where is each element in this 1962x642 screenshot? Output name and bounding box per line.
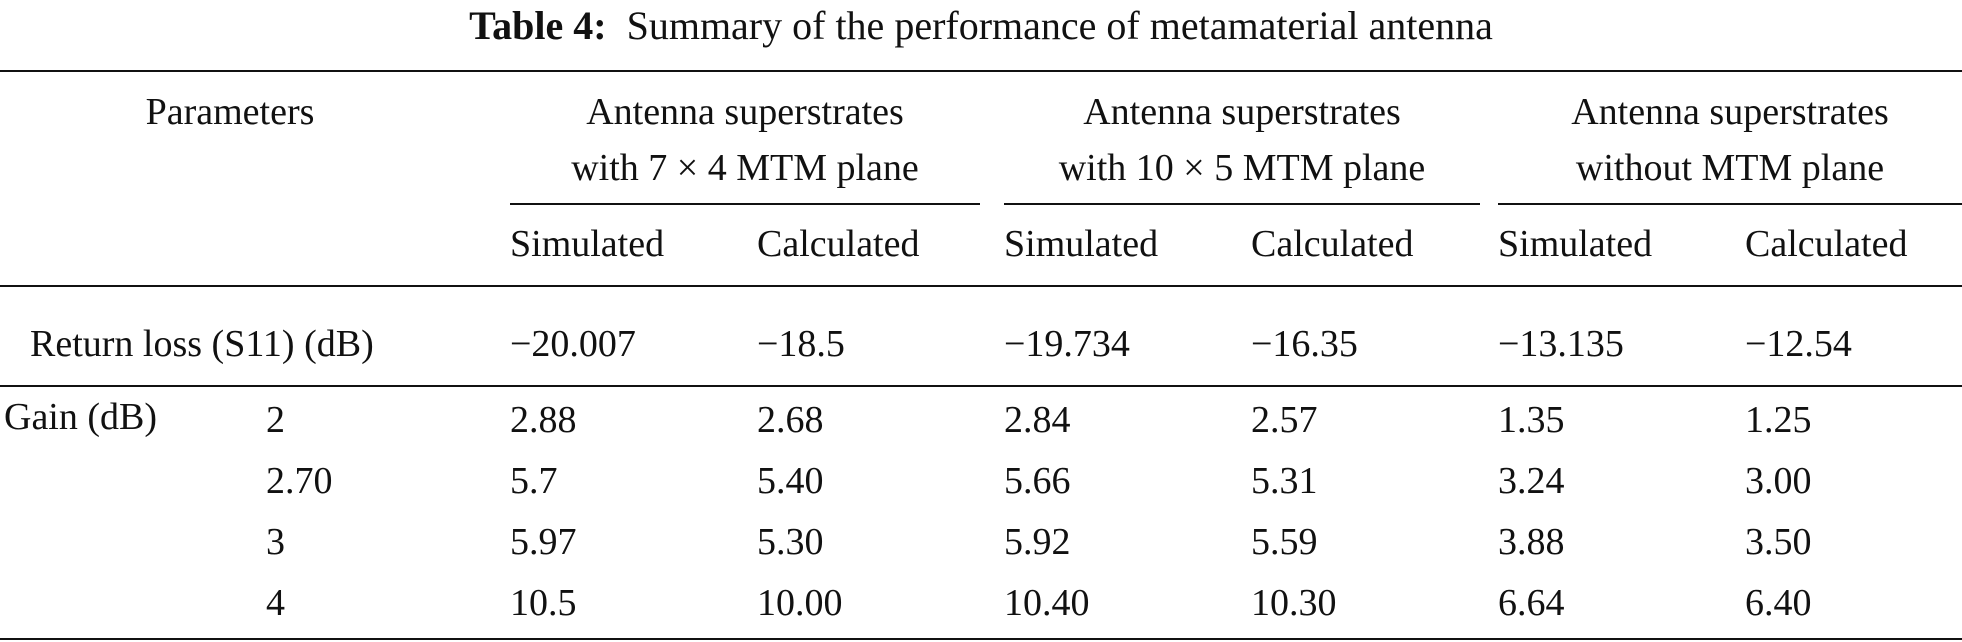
gain-value: 2.57 [1251,399,1318,441]
table-caption: Table 4: Summary of the performance of m… [0,2,1962,50]
gain-value: 5.40 [757,460,824,502]
group-rule-3 [1498,203,1962,205]
top-rule [0,70,1962,72]
group-header-line1: Antenna superstrates [586,91,904,133]
gain-frequency: 2.70 [266,460,333,502]
return-loss-value: −19.734 [1004,323,1130,365]
gain-frequency: 4 [266,582,285,624]
gain-value: 3.88 [1498,521,1565,563]
gain-value: 5.30 [757,521,824,563]
gain-value: 3.50 [1745,521,1812,563]
gain-frequency: 2 [266,399,285,441]
sub-header: Simulated [1498,223,1653,265]
gain-value: 2.84 [1004,399,1071,441]
group-header-line2: with 7 × 4 MTM plane [571,147,919,189]
gain-value: 6.64 [1498,582,1565,624]
gain-label: Gain (dB) [4,396,158,438]
group-header-line1: Antenna superstrates [1083,91,1401,133]
sub-header: Simulated [510,223,665,265]
bottom-rule [0,638,1962,640]
gain-value: 6.40 [1745,582,1812,624]
return-loss-value: −13.135 [1498,323,1624,365]
return-loss-rule [0,385,1962,387]
header-bottom-rule [0,285,1962,287]
group-header-line2: without MTM plane [1575,147,1885,189]
return-loss-label: Return loss (S11) (dB) [30,323,374,365]
gain-value: 10.40 [1004,582,1090,624]
group-header-line2: with 10 × 5 MTM plane [1058,147,1426,189]
gain-value: 2.68 [757,399,824,441]
sub-header: Calculated [757,223,920,265]
return-loss-value: −20.007 [510,323,636,365]
group-header-line1: Antenna superstrates [1571,91,1889,133]
sub-header: Calculated [1745,223,1908,265]
gain-value: 2.88 [510,399,577,441]
gain-value: 10.30 [1251,582,1337,624]
gain-value: 5.66 [1004,460,1071,502]
gain-value: 5.7 [510,460,558,502]
return-loss-value: −16.35 [1251,323,1358,365]
sub-header: Calculated [1251,223,1414,265]
gain-value: 5.97 [510,521,577,563]
gain-value: 10.00 [757,582,843,624]
gain-frequency: 3 [266,521,285,563]
gain-value: 5.59 [1251,521,1318,563]
group-rule-1 [510,203,980,205]
gain-value: 10.5 [510,582,577,624]
return-loss-value: −12.54 [1745,323,1852,365]
return-loss-value: −18.5 [757,323,845,365]
gain-value: 5.92 [1004,521,1071,563]
parameters-header: Parameters [145,91,315,133]
group-rule-2 [1004,203,1480,205]
gain-value: 5.31 [1251,460,1318,502]
gain-value: 1.35 [1498,399,1565,441]
gain-value: 1.25 [1745,399,1812,441]
table-label: Table 4: [469,3,607,48]
sub-header: Simulated [1004,223,1159,265]
table-title: Summary of the performance of metamateri… [626,3,1493,48]
gain-value: 3.24 [1498,460,1565,502]
gain-value: 3.00 [1745,460,1812,502]
